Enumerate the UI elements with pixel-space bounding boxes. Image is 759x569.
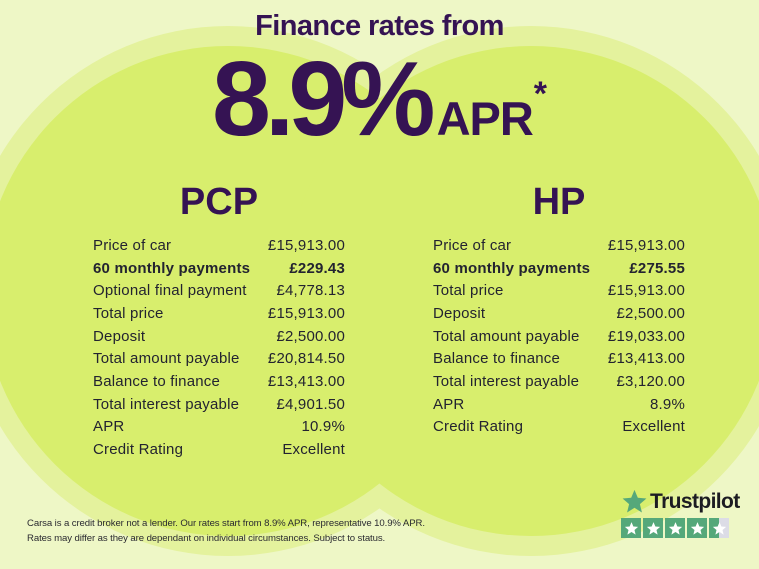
table-row: Total price £15,913.00 [93,302,345,325]
row-value: £4,778.13 [276,282,345,300]
trustpilot-rating-star [643,518,663,538]
row-value: Excellent [282,441,345,459]
row-value: £2,500.00 [276,327,345,345]
row-value: £20,814.50 [267,350,345,368]
table-row: Optional final payment £4,778.13 [93,279,345,302]
row-value: £2,500.00 [616,304,685,322]
row-value: Excellent [622,418,685,436]
row-value: 10.9% [301,418,345,436]
rate-asterisk: * [533,75,548,113]
hp-title: HP [532,181,586,223]
table-row: APR 8.9% [433,393,685,416]
table-row: Total price £15,913.00 [433,279,685,302]
row-label: Total interest payable [93,395,240,413]
trustpilot-star-icon [622,489,647,513]
headline-rate: 8.9% APR * [0,46,759,152]
row-value: £275.55 [629,259,685,277]
trustpilot-rating-star [665,518,685,538]
row-label: 60 monthly payments [433,259,591,277]
disclaimer-line-1: Carsa is a credit broker not a lender. O… [27,518,425,529]
table-row: Balance to finance £13,413.00 [433,347,685,370]
row-label: APR [433,395,465,413]
trustpilot-stars [621,518,740,538]
row-label: Total interest payable [433,372,580,390]
trustpilot-rating-star [621,518,641,538]
pcp-rows: Price of car £15,913.00 60 monthly payme… [93,234,345,461]
trustpilot-wordmark: Trustpilot [650,489,740,513]
table-row: Balance to finance £13,413.00 [93,370,345,393]
table-row: APR 10.9% [93,416,345,439]
row-value: £15,913.00 [607,236,685,254]
row-value: £13,413.00 [607,350,685,368]
rate-unit: APR [436,92,534,145]
trustpilot-badge[interactable]: Trustpilot [621,488,740,538]
row-value: £15,913.00 [267,304,345,322]
table-row: Credit Rating Excellent [433,416,685,439]
table-row: Total amount payable £20,814.50 [93,347,345,370]
trustpilot-logo: Trustpilot [621,488,740,515]
hp-circle-background [286,46,759,536]
table-row: Price of car £15,913.00 [93,234,345,257]
disclaimer-line-2: Rates may differ as they are dependant o… [27,533,386,545]
table-row: 60 monthly payments £229.43 [93,257,345,280]
row-label: Price of car [433,236,512,254]
page-title: Finance rates from [255,10,504,42]
row-label: APR [93,418,125,436]
table-row: Total interest payable £3,120.00 [433,370,685,393]
pcp-title: PCP [179,181,259,223]
row-value: £19,033.00 [607,327,685,345]
row-label: Total price [433,282,504,300]
table-row: Total amount payable £19,033.00 [433,325,685,348]
row-value: £15,913.00 [267,236,345,254]
row-value: £15,913.00 [607,282,685,300]
row-value: £229.43 [289,259,345,277]
table-row: Deposit £2,500.00 [433,302,685,325]
row-value: £4,901.50 [276,395,345,413]
row-label: 60 monthly payments [93,259,251,277]
pcp-table: PCP Price of car £15,913.00 60 monthly p… [93,182,345,461]
row-value: £13,413.00 [267,372,345,390]
row-label: Credit Rating [433,418,524,436]
row-label: Credit Rating [93,441,184,459]
trustpilot-rating-star [687,518,707,538]
row-label: Deposit [433,304,486,322]
row-label: Deposit [93,327,146,345]
row-label: Balance to finance [433,350,561,368]
trustpilot-rating-star [709,518,729,538]
table-row: Credit Rating Excellent [93,438,345,461]
row-value: 8.9% [650,395,685,413]
table-row: Total interest payable £4,901.50 [93,393,345,416]
hp-rows: Price of car £15,913.00 60 monthly payme… [433,234,685,438]
table-row: 60 monthly payments £275.55 [433,257,685,280]
row-label: Total price [93,304,164,322]
row-label: Balance to finance [93,372,221,390]
row-label: Total amount payable [433,327,580,345]
table-row: Deposit £2,500.00 [93,325,345,348]
row-label: Optional final payment [93,282,247,300]
table-row: Price of car £15,913.00 [433,234,685,257]
row-label: Price of car [93,236,172,254]
rate-value: 8.9% [211,40,436,158]
hp-table: HP Price of car £15,913.00 60 monthly pa… [433,182,685,438]
disclaimer: Carsa is a credit broker not a lender. O… [27,516,457,547]
row-value: £3,120.00 [616,372,685,390]
row-label: Total amount payable [93,350,240,368]
